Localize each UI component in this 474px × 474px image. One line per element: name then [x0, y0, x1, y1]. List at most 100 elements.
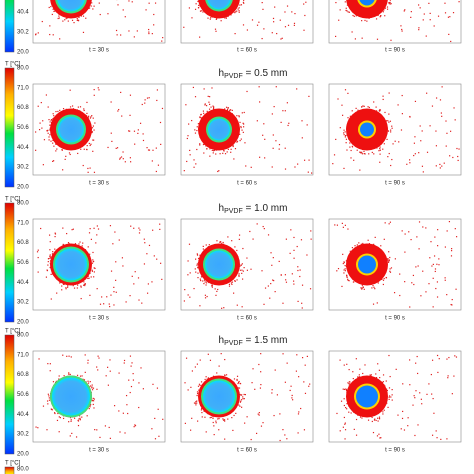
particle [189, 154, 191, 156]
row-title: hPVDF = 0.5 mm [219, 68, 288, 80]
particle [437, 245, 439, 247]
particle [199, 305, 201, 307]
particle [413, 283, 415, 286]
particle [371, 151, 373, 154]
particle [238, 274, 240, 276]
particle [368, 106, 370, 109]
particle [345, 389, 348, 391]
particle [431, 434, 434, 436]
particle [347, 92, 349, 94]
particle [79, 375, 82, 377]
particle [284, 274, 286, 276]
particle [57, 412, 59, 415]
particle [349, 142, 351, 144]
particle [431, 359, 434, 361]
particle [194, 8, 197, 10]
particle [379, 16, 381, 18]
particle [273, 105, 275, 108]
particle [256, 24, 259, 26]
particle [404, 251, 406, 253]
particle [199, 10, 202, 12]
particle [346, 275, 348, 277]
particle [118, 239, 120, 241]
particle [93, 400, 95, 402]
particle [85, 17, 87, 19]
particle [246, 257, 248, 259]
particle [345, 7, 347, 9]
particle [210, 416, 212, 418]
particle [195, 271, 197, 273]
panel: t = 30 s [32, 350, 166, 454]
particle [50, 273, 52, 276]
particle [383, 238, 385, 240]
particle [59, 282, 61, 284]
panel: t = 30 s [32, 83, 166, 187]
particle [48, 234, 51, 236]
particle [290, 385, 292, 387]
particle [386, 138, 388, 141]
particle [335, 35, 337, 38]
particle [346, 408, 348, 410]
particle [156, 387, 159, 389]
particle [390, 3, 392, 5]
particle [454, 119, 456, 121]
particle [202, 245, 204, 248]
particle [388, 152, 390, 155]
particle [356, 244, 358, 246]
particle [274, 291, 276, 293]
particle [142, 139, 145, 142]
particle [378, 418, 381, 420]
particle [50, 256, 52, 258]
particle [37, 427, 39, 429]
particle [49, 124, 51, 126]
particle [257, 413, 259, 415]
particle [68, 152, 71, 154]
particle [203, 279, 206, 281]
particle [97, 355, 99, 357]
particle [109, 437, 111, 439]
particle [376, 38, 379, 40]
particle [347, 382, 349, 384]
particle [96, 429, 98, 431]
particle [127, 412, 129, 415]
particle [89, 228, 91, 230]
particle [431, 105, 434, 107]
hot-zone [346, 0, 388, 19]
particle [107, 384, 109, 386]
particle [422, 171, 424, 173]
particle [42, 164, 44, 166]
particle [58, 378, 60, 380]
particle [124, 161, 126, 163]
particle [84, 284, 86, 287]
particle [362, 286, 364, 289]
particle [225, 17, 227, 19]
particle [159, 121, 162, 124]
particle [243, 393, 245, 396]
particle [205, 282, 208, 284]
particle [115, 147, 117, 149]
particle [204, 378, 206, 381]
particle [413, 395, 415, 397]
particle [230, 151, 232, 153]
particle [50, 298, 52, 300]
particle [284, 168, 287, 170]
particle [433, 412, 435, 414]
particle [38, 358, 40, 360]
particle [73, 287, 76, 289]
particle [374, 418, 376, 420]
particle [244, 142, 246, 144]
particle [87, 277, 89, 280]
particle [129, 391, 131, 394]
particle [88, 142, 90, 145]
particle [58, 416, 60, 418]
particle [410, 238, 412, 241]
particle [415, 390, 417, 392]
particle [361, 288, 363, 290]
particle [133, 130, 136, 132]
particle [87, 359, 89, 361]
particle [82, 242, 84, 244]
particle [77, 284, 79, 286]
particle [37, 271, 39, 273]
particle [218, 417, 220, 420]
particle [45, 276, 48, 278]
